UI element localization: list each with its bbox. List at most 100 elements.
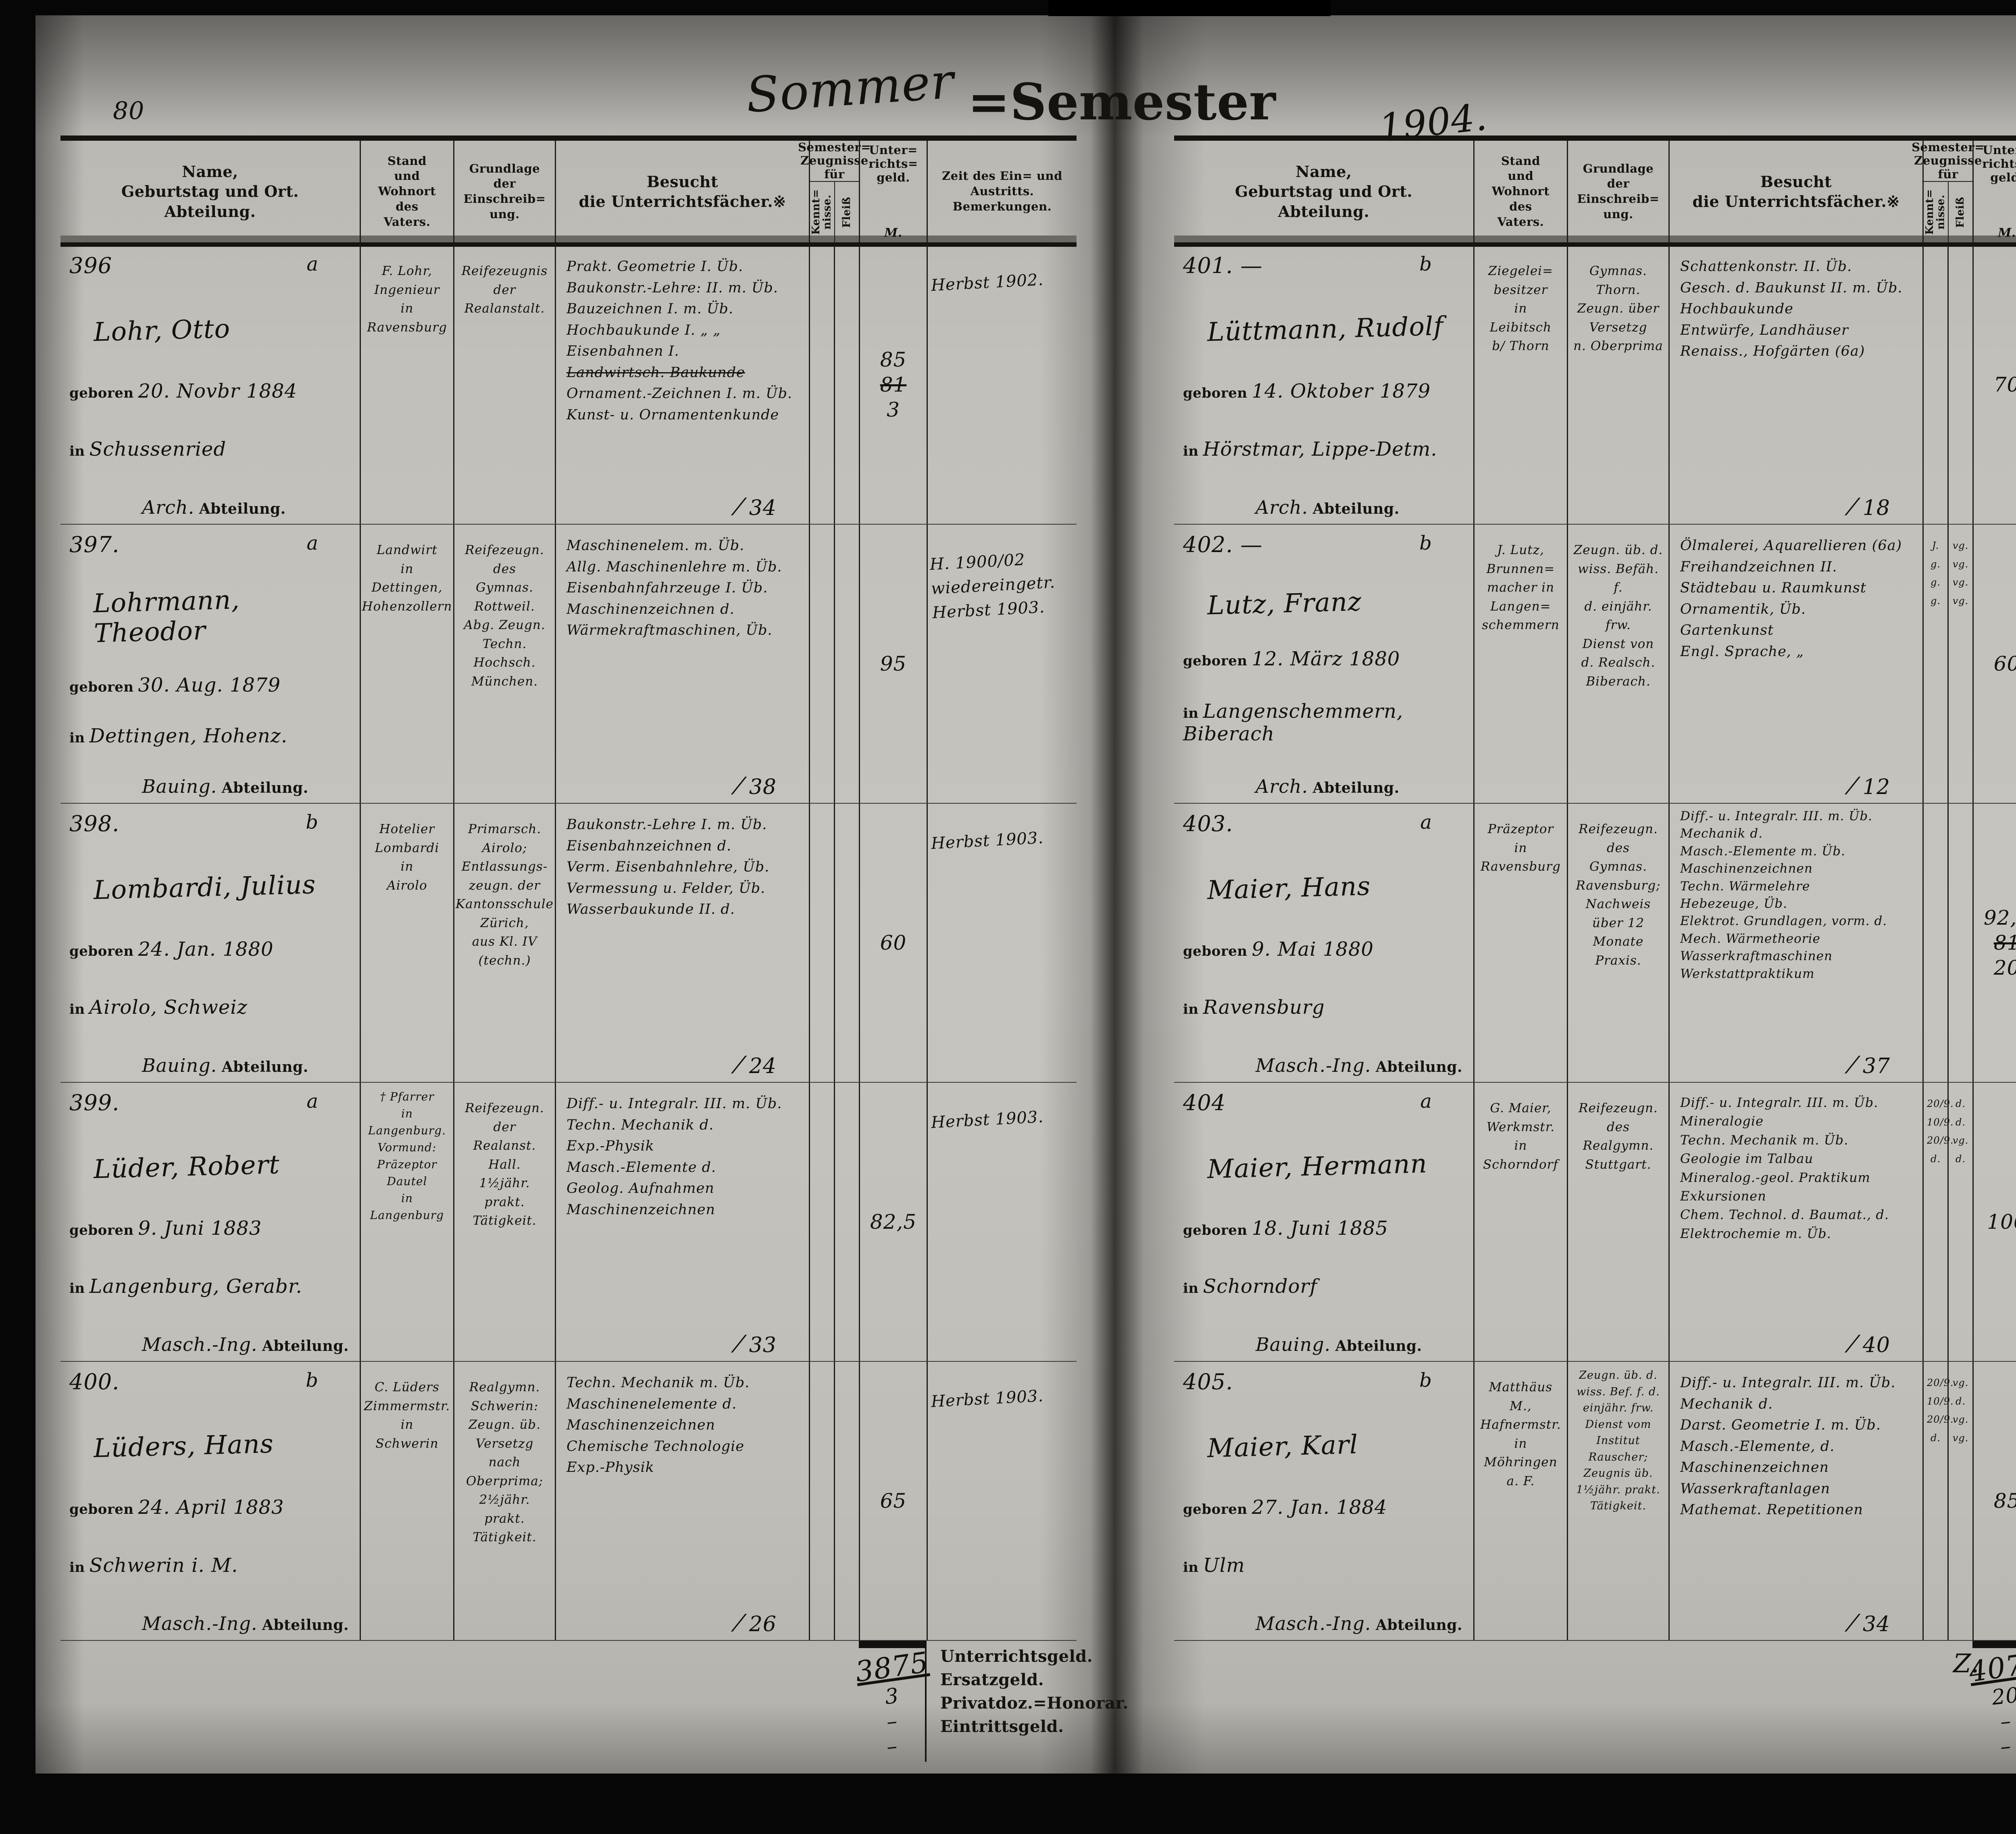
course-list-cell: Maschinenelem. m. Üb. Allg. Maschinenleh… bbox=[555, 525, 809, 803]
total-privatdoz-honorar: – bbox=[885, 1709, 899, 1734]
father-info: G. Maier, Werkmstr. in Schorndorf bbox=[1473, 1083, 1567, 1361]
department: Bauing. bbox=[142, 1055, 217, 1076]
admission-basis: Zeugn. üb. d. wiss. Befäh. f. d. einjähr… bbox=[1567, 525, 1668, 803]
admission-basis: Zeugn. üb. d. wiss. Bef. f. d. einjähr. … bbox=[1567, 1362, 1668, 1640]
entry-number: 399. bbox=[69, 1090, 120, 1115]
birth-date: 12. März 1880 bbox=[1252, 647, 1400, 670]
department: Arch. bbox=[1256, 496, 1308, 518]
abteilung-label: Abteilung. bbox=[199, 500, 286, 517]
entry-number: 402. — bbox=[1183, 532, 1263, 557]
father-info: C. Lüders Zimmermstr. in Schwerin bbox=[360, 1362, 453, 1640]
course-hours-total: 26 bbox=[737, 1609, 805, 1637]
register-row-397: 397. a Lohrmann, Theodor geboren 30. Aug.… bbox=[60, 525, 1077, 804]
column-header-row: Name, Geburtstag und Ort. Abteilung. Sta… bbox=[1174, 135, 2016, 246]
department: Masch.-Ing. bbox=[1256, 1055, 1371, 1076]
fee-amount: 100 bbox=[1987, 1210, 2016, 1234]
column-header-unterrichtsgeld: Unter= richts= geld. M. bbox=[1972, 141, 2016, 242]
abteilung-label: Abteilung. bbox=[1376, 1617, 1463, 1634]
course-list-cont: Ornament.-Zeichnen I. m. Üb. Kunst- u. O… bbox=[566, 386, 793, 423]
entry-number: 404 bbox=[1183, 1090, 1226, 1115]
course-hours-total: 37 bbox=[1851, 1051, 1918, 1079]
marks-kenntnisse bbox=[809, 1083, 834, 1361]
abteilung-label: Abteilung. bbox=[262, 1617, 349, 1634]
department: Arch. bbox=[1256, 775, 1308, 797]
course-hours-total: 24 bbox=[737, 1051, 805, 1079]
geboren-label: geboren bbox=[1183, 652, 1248, 669]
column-header-name: Name, Geburtstag und Ort. Abteilung. bbox=[1235, 162, 1413, 221]
birth-place: Schwerin i. M. bbox=[89, 1554, 238, 1577]
geboren-label: geboren bbox=[1183, 1222, 1248, 1238]
column-header-zeit: Zeit des Ein= und Austritts. Bemerkungen… bbox=[927, 141, 1077, 242]
label-ersatzgeld: Ersatzgeld. bbox=[940, 1670, 1044, 1689]
father-info: Ziegelei= besitzer in Leibitsch b/ Thorn bbox=[1473, 246, 1567, 524]
column-header-stand: Stand und Wohnort des Vaters. bbox=[360, 141, 453, 242]
abteilung-label: Abteilung. bbox=[221, 1059, 308, 1075]
course-list-cell: Ölmalerei, Aquarellieren (6a) Freihandze… bbox=[1668, 525, 1922, 803]
class-letter: a bbox=[306, 253, 319, 275]
total-eintrittsgeld: – bbox=[1999, 1734, 2012, 1759]
marks-kenntnisse: 20/9. 10/9. 20/9. d. bbox=[1922, 1083, 1954, 1361]
entry-number: 401. — bbox=[1183, 253, 1263, 278]
column-header-kenntnisse: Kennt= nisse. bbox=[1924, 189, 1947, 235]
course-hours-total: 34 bbox=[1851, 1609, 1918, 1637]
register-table-left: Name, Geburtstag und Ort. Abteilung. Sta… bbox=[60, 135, 1128, 1762]
course-hours-total: 34 bbox=[737, 493, 805, 521]
entry-number: 396 bbox=[69, 253, 112, 278]
marks-fleiss bbox=[834, 1362, 859, 1640]
birth-place: Ulm bbox=[1203, 1554, 1245, 1577]
in-label: in bbox=[69, 729, 85, 746]
birth-date: 9. Mai 1880 bbox=[1252, 938, 1374, 961]
label-unterrichtsgeld: Unterrichtsgeld. bbox=[940, 1647, 1093, 1666]
column-header-fleiss: Fleiß bbox=[840, 196, 853, 228]
ink-flourish: Z. bbox=[1953, 1649, 1980, 1679]
marks-fleiss: d. d. vg. d. bbox=[1947, 1083, 1972, 1361]
fee-amount: 85 bbox=[1993, 1489, 2016, 1513]
course-list: Techn. Mechanik m. Üb. Maschinenelemente… bbox=[566, 1375, 750, 1476]
course-list: Maschinenelem. m. Üb. Allg. Maschinenleh… bbox=[566, 538, 782, 638]
total-unterrichtsgeld: 4075 bbox=[1967, 1645, 2016, 1689]
department: Arch. bbox=[142, 496, 195, 518]
entry-number: 398. bbox=[69, 811, 120, 836]
marks-kenntnisse bbox=[809, 804, 834, 1082]
class-letter: b bbox=[306, 1369, 319, 1392]
fee-amount-extra: 3 bbox=[887, 398, 900, 421]
course-hours-total: 12 bbox=[1851, 772, 1918, 800]
register-row-399: 399. a Lüder, Robert geboren 9. Juni 1883… bbox=[60, 1083, 1077, 1362]
geboren-label: geboren bbox=[69, 1222, 134, 1238]
birth-place: Schussenried bbox=[89, 438, 227, 461]
fee-amount: 65 bbox=[880, 1489, 907, 1513]
department: Bauing. bbox=[1256, 1334, 1331, 1355]
birth-date: 24. April 1883 bbox=[138, 1496, 284, 1519]
label-privatdoz-honorar: Privatdoz.=Honorar. bbox=[940, 1694, 1129, 1713]
course-list-cell: Schattenkonstr. II. Üb. Gesch. d. Baukun… bbox=[1668, 246, 1922, 524]
course-list-cell: Diff.- u. Integralr. III. m. Üb. Mechani… bbox=[1668, 804, 1922, 1082]
class-letter: a bbox=[306, 1090, 319, 1113]
course-list-cell: Baukonstr.-Lehre I. m. Üb. Eisenbahnzeic… bbox=[555, 804, 809, 1082]
column-header-zeugnisse-group: Semester= Zeugnisse für Kennt= nisse. Fl… bbox=[798, 140, 871, 242]
register-row-403: 403. a Maier, Hans geboren 9. Mai 1880 in… bbox=[1174, 804, 2016, 1083]
course-list: Prakt. Geometrie I. Üb. Baukonstr.-Lehre… bbox=[566, 258, 779, 359]
marks-fleiss bbox=[1947, 804, 1972, 1082]
column-header-kenntnisse: Kennt= nisse. bbox=[810, 189, 833, 235]
entry-exit-note: Herbst 1903. bbox=[931, 1107, 1044, 1132]
abteilung-label: Abteilung. bbox=[1376, 1059, 1463, 1075]
fee-amount: 82,5 bbox=[870, 1210, 917, 1234]
admission-basis: Realgymn. Schwerin: Zeugn. üb. Versetzg … bbox=[453, 1362, 555, 1640]
geboren-label: geboren bbox=[69, 679, 134, 695]
abteilung-label: Abteilung. bbox=[221, 779, 308, 796]
fee-amount: 60 bbox=[880, 931, 907, 955]
total-ersatzgeld: 20 bbox=[1990, 1683, 2016, 1710]
course-list: Schattenkonstr. II. Üb. Gesch. d. Baukun… bbox=[1680, 258, 1903, 359]
student-name: Maier, Karl bbox=[1207, 1430, 1359, 1464]
student-name: Maier, Hermann bbox=[1207, 1148, 1428, 1185]
entry-number: 397. bbox=[69, 532, 120, 557]
register-row-401: 401. — b Lüttmann, Rudolf geboren 14. Okt… bbox=[1174, 246, 2016, 525]
total-privatdoz-honorar: – bbox=[1999, 1709, 2012, 1734]
register-row-400: 400. b Lüders, Hans geboren 24. April 188… bbox=[60, 1362, 1077, 1641]
column-header-stand: Stand und Wohnort des Vaters. bbox=[1473, 141, 1567, 242]
father-info: † Pfarrer in Langenburg. Vormund: Präzep… bbox=[360, 1083, 453, 1361]
fee-amount: 85 bbox=[880, 348, 907, 371]
admission-basis: Primarsch. Airolo; Entlassungs- zeugn. d… bbox=[453, 804, 555, 1082]
class-letter: b bbox=[1419, 253, 1432, 275]
course-list: Diff.- u. Integralr. III. m. Üb. Mechani… bbox=[1680, 809, 1887, 981]
